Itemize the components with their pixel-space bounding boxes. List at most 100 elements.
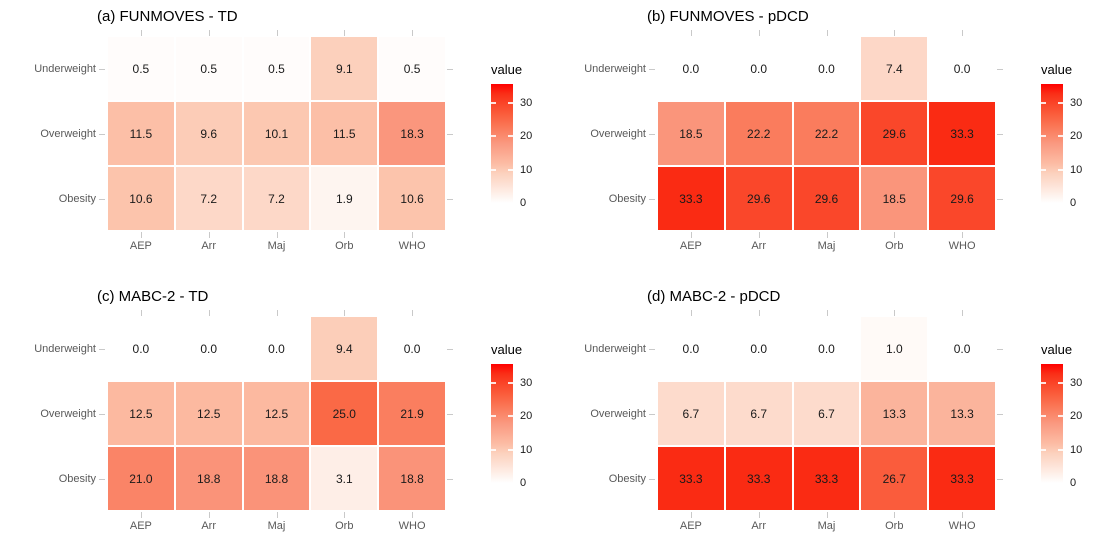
heatmap-cell: 0.0 bbox=[658, 37, 724, 100]
axis-tick bbox=[894, 232, 896, 238]
heatmap-grid: 0.0 0.0 0.0 1.0 0.0 6.7 6.7 6.7 13.3 13.3 33.3 33.3… bbox=[658, 317, 995, 510]
heatmap-cell: 0.0 bbox=[658, 317, 724, 380]
heatmap-cell: 0.0 bbox=[793, 317, 860, 380]
heatmap-grid: 0.5 0.5 0.5 9.1 0.5 11.5 9.6 10.1 11.5 18.3 10.6 7.… bbox=[108, 37, 445, 230]
legend-tick-label: 0 bbox=[520, 197, 527, 209]
legend-tick-mark bbox=[1058, 382, 1063, 384]
row-label: Underweight bbox=[584, 342, 646, 355]
axis-tick bbox=[690, 30, 692, 36]
axis-tick bbox=[276, 232, 278, 238]
heatmap-cell: 13.3 bbox=[861, 382, 928, 445]
axis-tick bbox=[140, 310, 142, 316]
heatmap-cell: 9.4 bbox=[311, 317, 378, 380]
axis-tick bbox=[649, 133, 655, 135]
panel-title: (a) FUNMOVES - TD bbox=[97, 8, 238, 25]
axis-tick bbox=[344, 30, 346, 36]
axis-tick bbox=[276, 310, 278, 316]
legend-tick-label: 30 bbox=[1070, 377, 1083, 389]
heatmap-cell: 6.7 bbox=[793, 382, 860, 445]
heatmap-panel: (d) MABC-2 - pDCD 0.0 0.0 0.0 1.0 0.0 6.7 6.7 6… bbox=[550, 280, 1100, 560]
axis-tick bbox=[758, 512, 760, 518]
axis-tick bbox=[344, 232, 346, 238]
row-label: Underweight bbox=[34, 62, 96, 75]
axis-tick bbox=[826, 232, 828, 238]
heatmap-cell: 22.2 bbox=[793, 102, 860, 165]
axis-tick bbox=[276, 30, 278, 36]
axis-tick bbox=[208, 310, 210, 316]
axis-tick bbox=[690, 232, 692, 238]
legend-tick-label: 10 bbox=[520, 163, 533, 176]
row-label: Obesity bbox=[608, 472, 646, 485]
axis-tick bbox=[690, 310, 692, 316]
heatmap-cell: 6.7 bbox=[725, 382, 792, 445]
legend-tick-mark bbox=[508, 448, 513, 451]
panel-title: (c) MABC-2 - TD bbox=[97, 288, 209, 305]
column-label: AEP bbox=[679, 520, 702, 532]
row-label: Overweight bbox=[590, 407, 646, 420]
column-label: Orb bbox=[335, 240, 354, 252]
axis-tick bbox=[649, 478, 655, 480]
heatmap-panel: (b) FUNMOVES - pDCD 0.0 0.0 0.0 7.4 0.0 18.5 2… bbox=[550, 0, 1100, 280]
axis-tick bbox=[997, 413, 1003, 415]
axis-tick bbox=[758, 310, 760, 316]
axis-tick bbox=[412, 232, 414, 238]
heatmap-cell: 18.3 bbox=[379, 102, 445, 165]
axis-tick bbox=[99, 478, 105, 480]
axis-tick bbox=[997, 478, 1003, 480]
axis-tick bbox=[997, 68, 1003, 70]
heatmap-cell: 0.0 bbox=[793, 37, 860, 100]
row-label: Obesity bbox=[608, 192, 646, 205]
axis-tick bbox=[894, 512, 896, 518]
heatmap-cell: 0.5 bbox=[108, 37, 174, 100]
axis-tick bbox=[140, 30, 142, 36]
legend-colorbar bbox=[491, 84, 513, 203]
heatmap-cell: 7.2 bbox=[243, 167, 310, 230]
column-label: Arr bbox=[201, 520, 217, 532]
heatmap-cell: 0.0 bbox=[379, 317, 445, 380]
column-label: Arr bbox=[751, 520, 767, 532]
axis-tick bbox=[140, 232, 142, 238]
column-label: Maj bbox=[817, 240, 836, 252]
legend-tick-mark bbox=[1041, 448, 1046, 451]
column-label: AEP bbox=[129, 520, 152, 532]
legend-tick-label: 10 bbox=[1070, 443, 1083, 456]
axis-tick bbox=[997, 133, 1003, 135]
legend-tick-mark bbox=[1041, 135, 1046, 138]
axis-tick bbox=[276, 512, 278, 518]
heatmap-cell: 33.3 bbox=[725, 447, 792, 510]
axis-tick bbox=[412, 512, 414, 518]
legend-tick-mark bbox=[491, 168, 496, 171]
axis-tick bbox=[99, 198, 105, 200]
heatmap-cell: 29.6 bbox=[929, 167, 995, 230]
heatmap-cell: 7.4 bbox=[861, 37, 928, 100]
heatmap-cell: 0.0 bbox=[243, 317, 310, 380]
heatmap-cell: 29.6 bbox=[861, 102, 928, 165]
panel-title: (d) MABC-2 - pDCD bbox=[647, 288, 781, 305]
row-label: Obesity bbox=[58, 192, 96, 205]
legend-tick-mark bbox=[1058, 102, 1063, 104]
axis-tick bbox=[758, 30, 760, 36]
legend-tick-mark bbox=[1058, 415, 1063, 418]
legend-tick-mark bbox=[491, 135, 496, 138]
axis-tick bbox=[826, 512, 828, 518]
axis-tick bbox=[447, 348, 453, 350]
heatmap-cell: 10.6 bbox=[108, 167, 174, 230]
axis-tick bbox=[826, 30, 828, 36]
axis-tick bbox=[997, 198, 1003, 200]
heatmap-grid: 0.0 0.0 0.0 7.4 0.0 18.5 22.2 22.2 29.6 33.3 33.3 2… bbox=[658, 37, 995, 230]
column-label: WHO bbox=[948, 520, 976, 532]
column-label: WHO bbox=[948, 240, 976, 252]
legend-tick-mark bbox=[491, 448, 496, 451]
heatmap-cell: 29.6 bbox=[793, 167, 860, 230]
heatmap-cell: 0.5 bbox=[243, 37, 310, 100]
heatmap-cell: 22.2 bbox=[725, 102, 792, 165]
axis-tick bbox=[99, 413, 105, 415]
heatmap-cell: 1.0 bbox=[861, 317, 928, 380]
legend-tick-mark bbox=[1041, 168, 1046, 171]
axis-tick bbox=[344, 310, 346, 316]
column-label: Maj bbox=[267, 240, 286, 252]
legend-title: value bbox=[491, 62, 523, 77]
row-label: Overweight bbox=[590, 127, 646, 140]
heatmap-cell: 0.0 bbox=[725, 37, 792, 100]
